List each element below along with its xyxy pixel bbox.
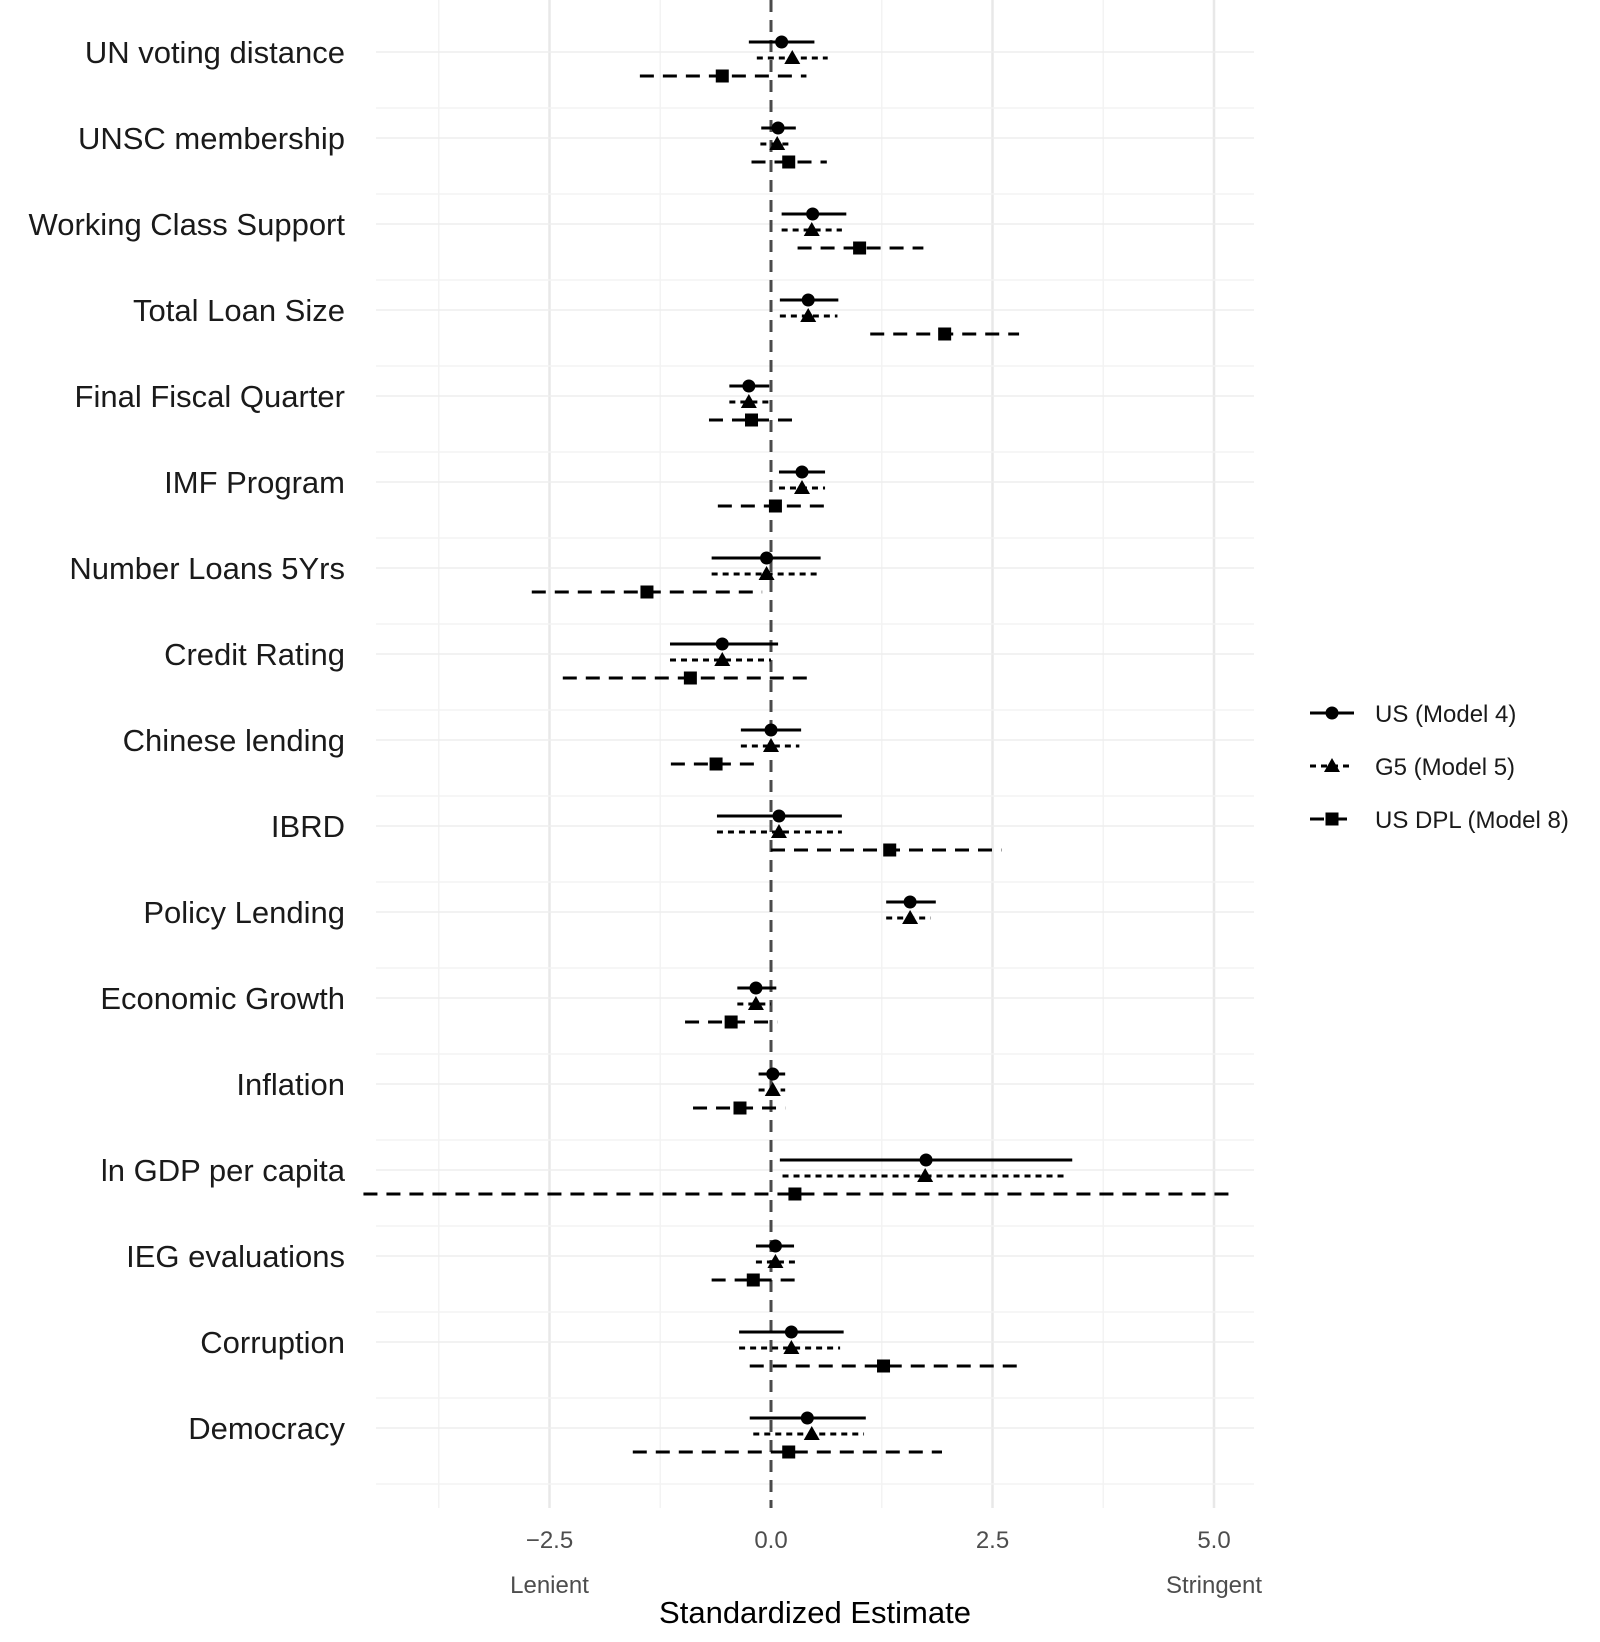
point-estimate [683, 671, 697, 685]
category-label: Total Loan Size [133, 293, 345, 328]
point-estimate [803, 222, 820, 236]
category-label: IBRD [271, 809, 345, 844]
category-label: Working Class Support [29, 207, 346, 242]
category-label: Democracy [188, 1411, 345, 1446]
category-label: Inflation [236, 1067, 345, 1102]
point-estimate [794, 480, 811, 494]
point-estimate [853, 241, 867, 255]
point-estimate [772, 809, 786, 823]
point-estimate [771, 121, 785, 135]
point-estimate [715, 637, 729, 651]
point-estimate [801, 293, 815, 307]
point-estimate [714, 652, 731, 666]
point-estimate [640, 585, 654, 599]
legend-marker-circle [1325, 706, 1339, 720]
x-axis-title: Standardized Estimate [659, 1595, 971, 1630]
category-label: Credit Rating [164, 637, 345, 672]
point-estimate [768, 1239, 782, 1253]
point-estimate [733, 1101, 747, 1115]
legend-item: US (Model 4) [1310, 701, 1516, 728]
stringent-label: Stringent [1166, 1572, 1262, 1599]
category-label: Corruption [200, 1325, 345, 1360]
point-estimate [745, 413, 759, 427]
point-estimate [877, 1359, 891, 1373]
point-estimate [709, 757, 723, 771]
x-tick-label: 5.0 [1197, 1527, 1230, 1554]
point-estimate [775, 35, 789, 49]
point-estimate [784, 1325, 798, 1339]
point-estimate [766, 1067, 780, 1081]
legend-marker-triangle [1324, 758, 1340, 772]
series-triangle [669, 50, 1067, 1440]
category-label: Final Fiscal Quarter [75, 379, 345, 414]
series-square [363, 69, 1232, 1459]
point-estimate [746, 1273, 760, 1287]
point-estimate [803, 1426, 820, 1440]
point-estimate [795, 465, 809, 479]
point-estimate [783, 1340, 800, 1354]
x-tick-label: 2.5 [976, 1527, 1009, 1554]
point-estimate [938, 327, 952, 341]
point-estimate [770, 824, 787, 838]
legend-label: US (Model 4) [1375, 701, 1516, 728]
point-estimate [768, 499, 782, 513]
category-label: Policy Lending [143, 895, 345, 930]
point-estimate [769, 136, 786, 150]
point-estimate [763, 738, 779, 752]
legend-label: US DPL (Model 8) [1375, 807, 1569, 834]
point-estimate [782, 155, 796, 169]
point-estimate [917, 1168, 934, 1182]
category-label: UN voting distance [85, 35, 345, 70]
category-label: Number Loans 5Yrs [69, 551, 345, 586]
legend: US (Model 4) G5 (Model 5) US DPL (Model 8) [1310, 701, 1569, 834]
category-label: ln GDP per capita [101, 1153, 346, 1188]
category-labels: UN voting distance UNSC membership Working… [29, 35, 346, 1446]
point-estimate [749, 981, 763, 995]
point-estimate [742, 379, 756, 393]
category-label: UNSC membership [78, 121, 345, 156]
point-estimate [782, 1445, 796, 1459]
point-estimate [903, 895, 917, 909]
point-estimate [883, 843, 897, 857]
x-tick-labels: −2.5 0.0 2.5 5.0 [526, 1527, 1231, 1554]
point-estimate [784, 50, 801, 64]
category-label: IEG evaluations [126, 1239, 345, 1274]
legend-item: G5 (Model 5) [1310, 754, 1515, 781]
point-estimate [740, 394, 757, 408]
legend-marker-square [1325, 812, 1339, 826]
category-label: Economic Growth [100, 981, 345, 1016]
point-estimate [919, 1153, 933, 1167]
point-estimate [715, 69, 729, 83]
legend-label: G5 (Model 5) [1375, 754, 1515, 781]
point-estimate [724, 1015, 738, 1029]
point-estimate [747, 996, 764, 1010]
series-circle [669, 35, 1073, 1425]
grid [376, 0, 1254, 1508]
x-tick-label: 0.0 [754, 1527, 787, 1554]
point-estimate [800, 1411, 814, 1425]
point-estimate [758, 566, 775, 580]
point-estimate [764, 1082, 781, 1096]
category-label: Chinese lending [123, 723, 345, 758]
lenient-label: Lenient [510, 1572, 589, 1599]
point-estimate [767, 1254, 784, 1268]
point-estimate [764, 723, 778, 737]
point-estimate [788, 1187, 802, 1201]
point-estimate [760, 551, 774, 565]
point-estimate [800, 308, 817, 322]
point-estimate [902, 910, 919, 924]
legend-item: US DPL (Model 8) [1310, 807, 1569, 834]
category-label: IMF Program [164, 465, 345, 500]
point-estimate [806, 207, 820, 221]
plot-marks [363, 35, 1232, 1459]
x-tick-label: −2.5 [526, 1527, 573, 1554]
